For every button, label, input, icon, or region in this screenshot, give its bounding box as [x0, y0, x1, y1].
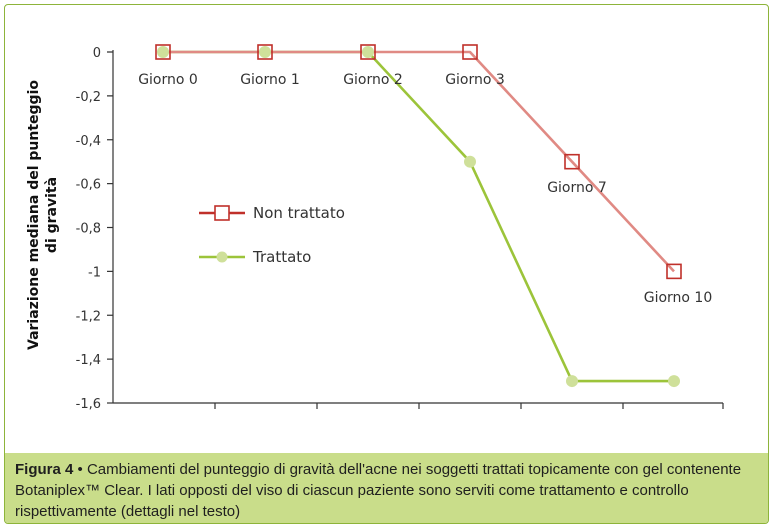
series-line-trattato — [163, 50, 674, 383]
point-label: Giorno 7 — [547, 180, 607, 196]
y-axis-label-line-1: Variazione mediana del punteggio — [26, 80, 42, 350]
legend-label-non-trattato: Non trattato — [253, 204, 345, 222]
figure-frame: Variazione mediana del punteggio di gravi… — [4, 4, 769, 524]
point-non-trattato — [360, 44, 376, 60]
caption-label: Figura 4 — [15, 461, 74, 478]
point-non-trattato — [257, 44, 273, 60]
legend-marker-non-trattato — [214, 205, 230, 221]
point-label: Giorno 10 — [644, 290, 713, 306]
point-label: Giorno 0 — [138, 72, 198, 88]
point-trattato — [464, 155, 476, 168]
point-non-trattato — [666, 263, 682, 280]
point-label: Giorno 3 — [445, 72, 505, 88]
legend-label-trattato: Trattato — [252, 248, 311, 266]
series-lines — [163, 50, 675, 383]
point-label: Giorno 1 — [240, 72, 300, 88]
y-tick-label: 0 — [93, 46, 101, 61]
point-labels: Giorno 0 Giorno 1 Giorno 2 Giorno 3 Giorno 7… — [138, 72, 712, 306]
markers — [155, 44, 682, 388]
point-trattato — [566, 375, 578, 388]
point-trattato — [668, 375, 680, 388]
y-tick-label: -1 — [88, 265, 101, 280]
y-tick-label: -1,2 — [76, 309, 101, 324]
legend: Non trattato Trattato — [199, 204, 345, 266]
y-axis-label: Variazione mediana del punteggio di gravi… — [26, 80, 60, 350]
legend-marker-trattato — [216, 251, 228, 263]
point-trattato — [157, 46, 169, 58]
y-tick-label: -0,8 — [76, 222, 101, 237]
caption-separator: • — [73, 461, 87, 478]
y-tick-label: -0,2 — [76, 90, 101, 105]
point-non-trattato — [462, 44, 478, 60]
y-tick-label: -1,6 — [76, 397, 101, 412]
y-ticks: 0 -0,2 -0,4 -0,6 -0,8 -1 -1,2 -1,4 -1,6 — [76, 46, 113, 412]
figure-caption: Figura 4 • Cambiamenti del punteggio di … — [5, 453, 768, 523]
point-trattato — [259, 46, 271, 58]
y-tick-label: -1,4 — [76, 353, 101, 368]
point-non-trattato — [564, 153, 580, 170]
series-line-non-trattato — [163, 50, 675, 273]
line-chart: Variazione mediana del punteggio di gravi… — [26, 44, 724, 412]
point-non-trattato — [155, 44, 171, 60]
y-tick-label: -0,6 — [76, 178, 101, 193]
caption-text: Cambiamenti del punteggio di gravità del… — [15, 461, 742, 520]
y-tick-label: -0,4 — [76, 134, 101, 149]
y-axis-label-line-2: di gravità — [44, 177, 60, 253]
point-trattato — [362, 46, 374, 58]
chart: Variazione mediana del punteggio di gravi… — [5, 5, 768, 453]
axes — [112, 50, 724, 409]
point-label: Giorno 2 — [343, 72, 403, 88]
